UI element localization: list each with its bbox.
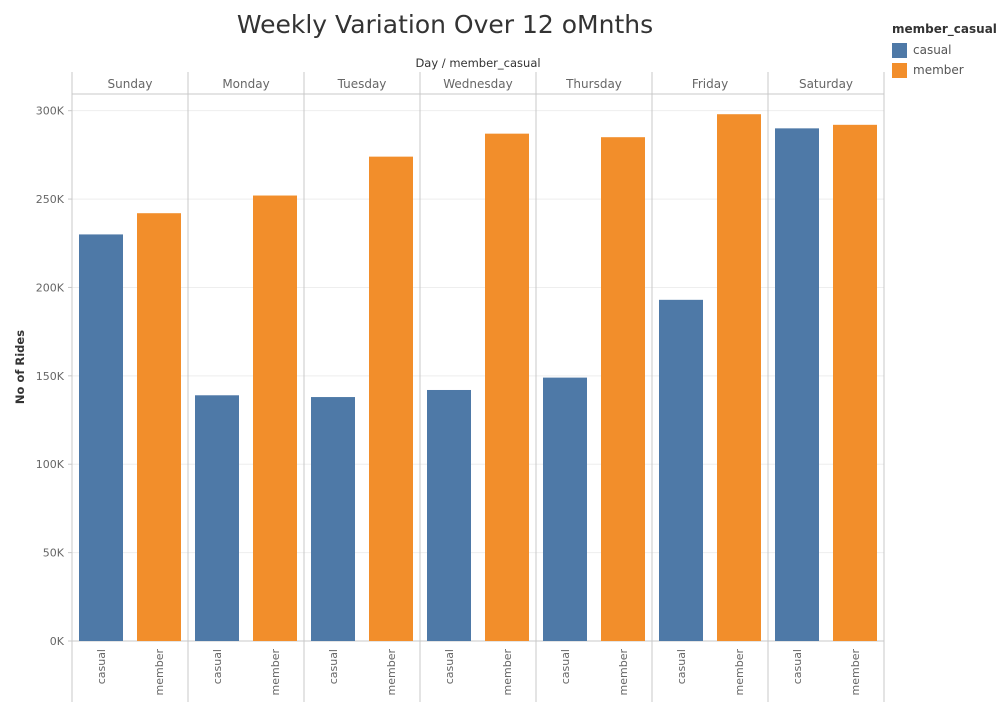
legend-item-casual[interactable]: casual [892, 40, 997, 60]
legend-swatch-member [892, 62, 907, 78]
legend: member_casual casual member [892, 22, 997, 80]
y-axis-label: No of Rides [13, 330, 27, 404]
x-sub-label: casual [791, 649, 804, 684]
column-header-title: Day / member_casual [415, 56, 540, 70]
y-tick-label: 50K [43, 547, 65, 560]
x-sub-label: member [617, 649, 630, 696]
bar-thursday-casual [543, 377, 587, 641]
legend-label: member [913, 63, 964, 77]
y-tick-label: 300K [36, 105, 65, 118]
day-header-monday: Monday [222, 77, 269, 91]
bar-monday-casual [195, 395, 239, 641]
y-tick-label: 150K [36, 370, 65, 383]
x-sub-label: member [269, 649, 282, 696]
bar-friday-casual [659, 299, 703, 641]
bar-wednesday-member [485, 133, 529, 641]
day-header-sunday: Sunday [108, 77, 153, 91]
bar-wednesday-casual [427, 389, 471, 641]
bar-saturday-member [833, 124, 877, 642]
legend-title: member_casual [892, 22, 997, 36]
bar-friday-member [717, 114, 761, 642]
x-sub-label: member [153, 649, 166, 696]
x-sub-label: casual [443, 649, 456, 684]
x-sub-label: casual [327, 649, 340, 684]
x-sub-label: member [849, 649, 862, 696]
day-header-tuesday: Tuesday [337, 77, 387, 91]
bar-tuesday-member [369, 156, 413, 641]
day-header-friday: Friday [692, 77, 728, 91]
bar-thursday-member [601, 137, 645, 641]
day-header-thursday: Thursday [565, 77, 622, 91]
x-sub-label: member [385, 649, 398, 696]
day-header-wednesday: Wednesday [443, 77, 512, 91]
legend-swatch-casual [892, 42, 907, 58]
y-tick-label: 200K [36, 281, 65, 294]
y-tick-label: 250K [36, 193, 65, 206]
x-sub-label: casual [559, 649, 572, 684]
x-sub-label: casual [95, 649, 108, 684]
legend-label: casual [913, 43, 952, 57]
x-sub-label: casual [675, 649, 688, 684]
bar-tuesday-casual [311, 397, 355, 641]
bar-sunday-casual [79, 234, 123, 641]
x-sub-label: member [501, 649, 514, 696]
bar-saturday-casual [775, 128, 819, 641]
day-header-saturday: Saturday [799, 77, 853, 91]
x-sub-label: member [733, 649, 746, 696]
bar-sunday-member [137, 213, 181, 641]
bar-monday-member [253, 195, 297, 641]
chart-title: Weekly Variation Over 12 oMnths [236, 10, 654, 39]
y-tick-label: 100K [36, 458, 65, 471]
x-sub-label: casual [211, 649, 224, 684]
legend-item-member[interactable]: member [892, 60, 997, 80]
y-tick-label: 0K [50, 635, 65, 648]
